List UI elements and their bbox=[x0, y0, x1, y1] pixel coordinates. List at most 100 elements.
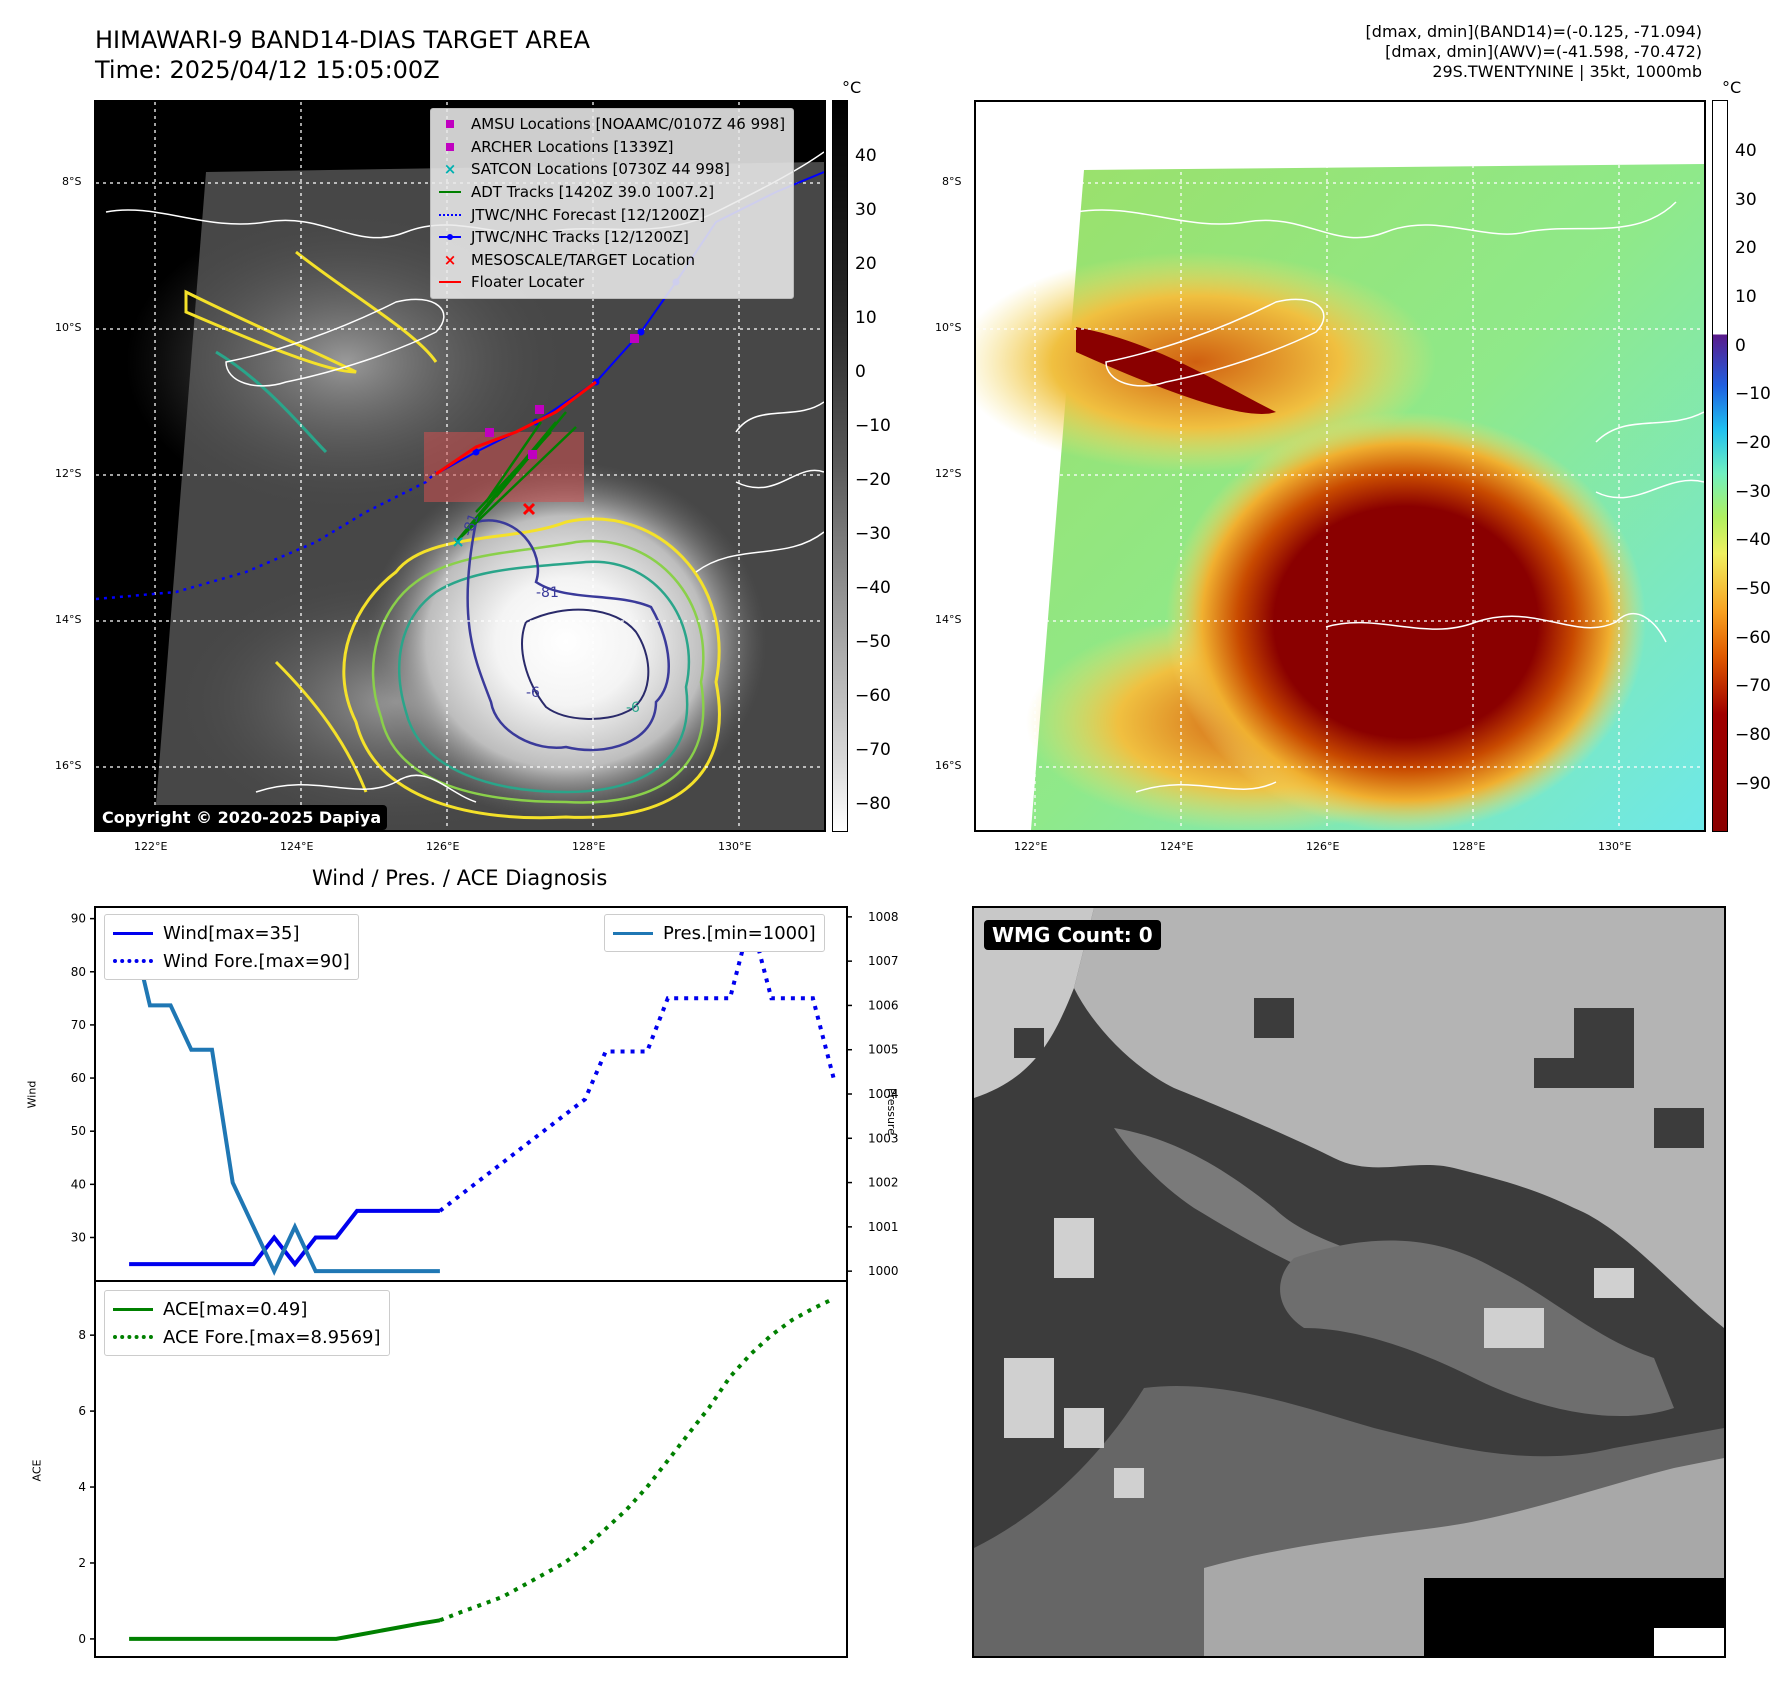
legend-jtwc-forecast-marker bbox=[439, 213, 461, 216]
contour-yellow bbox=[342, 517, 721, 820]
pressure-legend-row: Pres.[min=1000] bbox=[613, 919, 816, 947]
gray-tick-30: 30 bbox=[855, 200, 877, 220]
gray-tick-0: 0 bbox=[855, 362, 866, 382]
contour-lightgreen bbox=[371, 539, 705, 804]
pressure-ytick-label: 1002 bbox=[868, 1176, 899, 1190]
wind-legend-fore-swatch bbox=[113, 959, 153, 963]
legend-mesoscale-marker: × bbox=[443, 250, 457, 269]
wind-series-line bbox=[129, 1208, 440, 1268]
wmg-white-patch bbox=[1654, 1628, 1724, 1656]
contour-label-1: -81 bbox=[460, 511, 483, 538]
contour-streak-3 bbox=[215, 350, 328, 454]
lat-label-16s-right: 16°S bbox=[935, 759, 962, 772]
wind-ytick-label: 30 bbox=[71, 1230, 86, 1244]
gray-tick-40: 40 bbox=[855, 146, 877, 166]
info-line-awv: [dmax, dmin](AWV)=(-41.598, -70.472) bbox=[1385, 42, 1702, 61]
legend-jtwc-forecast-label: JTWC/NHC Forecast [12/1200Z] bbox=[471, 205, 706, 224]
adt-tracks bbox=[455, 411, 577, 543]
lat-label-8s-left: 8°S bbox=[62, 175, 82, 188]
band14-map-panel: -81 -81 -6 -6 Copyright © 2020-2025 Dapi… bbox=[94, 100, 826, 832]
satcon-markers bbox=[453, 537, 463, 547]
awv-tick-m70: −70 bbox=[1735, 676, 1771, 696]
wmg-panel: WMG Count: 0 bbox=[972, 906, 1726, 1658]
lat-label-10s-right: 10°S bbox=[935, 321, 962, 334]
gray-colorbar-unit: °C bbox=[842, 78, 862, 97]
legend-jtwc-tracks-label: JTWC/NHC Tracks [12/1200Z] bbox=[471, 228, 689, 247]
lon-label-126-right: 126°E bbox=[1306, 840, 1340, 853]
lon-label-124-left: 124°E bbox=[280, 840, 314, 853]
wind-axis-title: Wind bbox=[25, 1080, 39, 1109]
contour-streak-4 bbox=[274, 660, 368, 793]
amsu-markers bbox=[485, 334, 639, 459]
info-line-storm: 29S.TWENTYNINE | 35kt, 1000mb bbox=[1432, 62, 1702, 81]
awv-tick-m90: −90 bbox=[1735, 774, 1771, 794]
gray-tick-m60: −60 bbox=[855, 686, 891, 706]
wmg-grid-svg bbox=[974, 908, 1724, 1656]
lat-label-10s-left: 10°S bbox=[55, 321, 82, 334]
gray-tick-10: 10 bbox=[855, 308, 877, 328]
awv-colorbar-unit: °C bbox=[1722, 78, 1742, 97]
lat-label-8s-right: 8°S bbox=[942, 175, 962, 188]
wind-ytick-label: 70 bbox=[71, 1018, 86, 1032]
awv-tick-m80: −80 bbox=[1735, 725, 1771, 745]
legend-jtwc-tracks: JTWC/NHC Tracks [12/1200Z] bbox=[439, 226, 785, 249]
wind-ytick-label: 90 bbox=[71, 912, 86, 926]
ace-series-forecast-line bbox=[439, 1296, 835, 1623]
awv-colorbar bbox=[1712, 100, 1728, 832]
pressure-series-line bbox=[127, 916, 440, 1276]
gray-tick-m80: −80 bbox=[855, 794, 891, 814]
wmg-count-badge: WMG Count: 0 bbox=[984, 920, 1161, 950]
wind-ytick-label: 80 bbox=[71, 965, 86, 979]
pressure-ytick-label: 1001 bbox=[868, 1220, 899, 1234]
contour-teal bbox=[398, 560, 691, 794]
copyright-badge: Copyright © 2020-2025 Dapiya bbox=[96, 805, 388, 830]
lat-label-14s-right: 14°S bbox=[935, 613, 962, 626]
ace-legend-ace-swatch bbox=[113, 1307, 153, 1311]
legend-archer-label: ARCHER Locations [1339Z] bbox=[471, 137, 674, 156]
gray-tick-m20: −20 bbox=[855, 470, 891, 490]
wmg-pixel-blocks bbox=[1004, 1218, 1634, 1498]
gray-tick-m70: −70 bbox=[855, 740, 891, 760]
legend-adt-marker bbox=[439, 191, 461, 194]
ace-legend-fore-label: ACE Fore.[max=8.9569] bbox=[163, 1326, 381, 1348]
ace-axis-title: ACE bbox=[30, 1459, 44, 1482]
pressure-ytick-label: 1004 bbox=[868, 1087, 899, 1101]
contour-label-2: -81 bbox=[536, 585, 559, 601]
pressure-ytick-label: 1003 bbox=[868, 1131, 899, 1145]
legend-archer: ARCHER Locations [1339Z] bbox=[439, 136, 785, 159]
pressure-ytick-label: 1006 bbox=[868, 998, 899, 1012]
lon-label-122-left: 122°E bbox=[134, 840, 168, 853]
info-line-band14: [dmax, dmin](BAND14)=(-0.125, -71.094) bbox=[1365, 22, 1702, 41]
pressure-legend-swatch bbox=[613, 931, 653, 935]
legend-adt-label: ADT Tracks [1420Z 39.0 1007.2] bbox=[471, 183, 715, 202]
gray-tick-20: 20 bbox=[855, 254, 877, 274]
pressure-ytick-label: 1000 bbox=[868, 1264, 899, 1278]
legend-satcon-label: SATCON Locations [0730Z 44 998] bbox=[471, 160, 730, 179]
ace-legend-ace-label: ACE[max=0.49] bbox=[163, 1298, 308, 1320]
ace-panel bbox=[94, 1280, 848, 1658]
ace-ytick-label: 8 bbox=[78, 1328, 86, 1342]
awv-tick-10: 10 bbox=[1735, 287, 1757, 307]
figure-time: Time: 2025/04/12 15:05:00Z bbox=[95, 56, 440, 84]
legend-floater-label: Floater Locater bbox=[471, 273, 585, 292]
wind-ytick-label: 60 bbox=[71, 1071, 86, 1085]
legend-satcon: × SATCON Locations [0730Z 44 998] bbox=[439, 158, 785, 181]
ace-ytick-label: 2 bbox=[78, 1556, 86, 1570]
wmg-dark-blocks bbox=[1014, 998, 1704, 1148]
pressure-ytick-label: 1005 bbox=[868, 1043, 899, 1057]
ace-legend-fore-swatch bbox=[113, 1335, 153, 1339]
coastline-timor bbox=[225, 298, 445, 387]
contour-label-3: -6 bbox=[526, 685, 540, 701]
figure-title: HIMAWARI-9 BAND14-DIAS TARGET AREA bbox=[95, 26, 591, 54]
ace-legend-fore: ACE Fore.[max=8.9569] bbox=[113, 1323, 381, 1351]
legend-jtwc-forecast: JTWC/NHC Forecast [12/1200Z] bbox=[439, 203, 785, 226]
pressure-axis: 1000 1001 1002 1003 1004 1005 1006 1007 1008 bbox=[127, 910, 899, 1278]
contour-label-4: -6 bbox=[626, 700, 640, 716]
diagnosis-title: Wind / Pres. / ACE Diagnosis bbox=[312, 866, 608, 890]
lon-label-122-right: 122°E bbox=[1014, 840, 1048, 853]
lon-label-130-left: 130°E bbox=[718, 840, 752, 853]
band14-map-svg: -81 -81 -6 -6 bbox=[96, 102, 824, 830]
lat-label-16s-left: 16°S bbox=[55, 759, 82, 772]
legend-amsu-marker bbox=[439, 120, 461, 129]
